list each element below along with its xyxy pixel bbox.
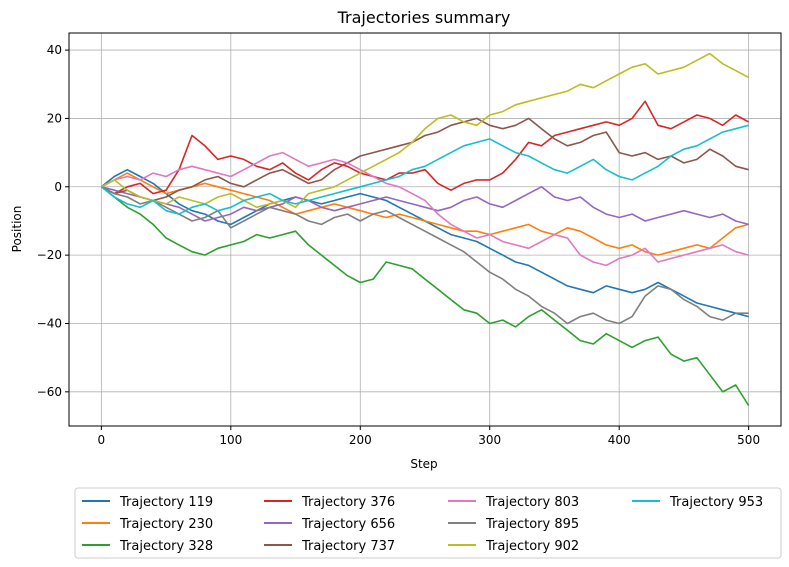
- legend-label-trajectory-953: Trajectory 953: [669, 495, 763, 510]
- legend-box: [74, 487, 782, 559]
- series-line-trajectory-328: [100, 186, 750, 406]
- legend-label-trajectory-328: Trajectory 328: [119, 539, 213, 554]
- x-tick-label: 400: [608, 433, 631, 447]
- grid: [69, 33, 781, 426]
- legend-label-trajectory-230: Trajectory 230: [119, 517, 213, 532]
- x-axis-ticks: 0 100 200 300 400 500: [98, 426, 760, 447]
- legend-label-trajectory-895: Trajectory 895: [485, 517, 579, 532]
- chart-title: Trajectories summary: [337, 8, 511, 27]
- series-line-trajectory-656: [101, 186, 749, 226]
- legend-label-trajectory-902: Trajectory 902: [485, 539, 579, 554]
- x-tick-label: 500: [737, 433, 760, 447]
- plot-frame: [68, 32, 782, 427]
- y-tick-label: −60: [37, 385, 62, 399]
- legend-label-trajectory-737: Trajectory 737: [301, 539, 395, 554]
- legend-label-trajectory-803: Trajectory 803: [485, 495, 579, 510]
- y-tick-label: −40: [37, 316, 62, 330]
- x-tick-label: 300: [478, 433, 501, 447]
- x-tick-label: 0: [98, 433, 106, 447]
- y-axis-ticks: 40 20 0 −20 −40 −60: [37, 43, 69, 399]
- series-line-trajectory-895: [101, 186, 749, 325]
- x-axis-label: Step: [410, 457, 437, 471]
- y-tick-label: 40: [47, 43, 62, 57]
- x-tick-label: 200: [349, 433, 372, 447]
- y-tick-label: 0: [54, 180, 62, 194]
- series-line-trajectory-902: [101, 52, 749, 209]
- x-tick-label: 100: [219, 433, 242, 447]
- series-layer: [100, 52, 750, 406]
- legend: Trajectory 119 Trajectory 230 Trajectory 3…: [74, 487, 782, 559]
- series-line-trajectory-803: [101, 151, 749, 267]
- legend-label-trajectory-656: Trajectory 656: [301, 517, 395, 532]
- series-line-trajectory-230: [101, 172, 749, 256]
- legend-label-trajectory-376: Trajectory 376: [301, 495, 395, 510]
- y-tick-label: −20: [37, 248, 62, 262]
- series-line-trajectory-953: [100, 124, 749, 215]
- y-axis-label: Position: [10, 206, 24, 253]
- y-tick-label: 20: [47, 111, 62, 125]
- series-line-trajectory-737: [101, 117, 749, 202]
- legend-label-trajectory-119: Trajectory 119: [119, 495, 213, 510]
- series-line-trajectory-376: [101, 100, 749, 195]
